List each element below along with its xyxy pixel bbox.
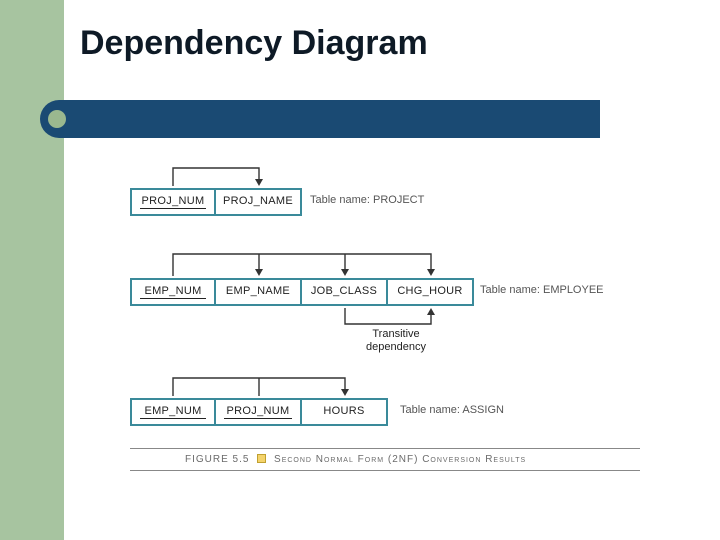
- table-assign: EMP_NUM PROJ_NUM HOURS: [130, 398, 388, 426]
- cell-chg-hour: CHG_HOUR: [388, 278, 474, 306]
- table-label-assign: Table name: ASSIGN: [400, 404, 504, 416]
- table-employee: EMP_NUM EMP_NAME JOB_CLASS CHG_HOUR: [130, 278, 474, 306]
- cell-label: EMP_NUM: [144, 285, 201, 297]
- transitive-dependency-label: Transitive dependency: [356, 328, 436, 354]
- title-underline-bar: [40, 100, 600, 138]
- cell-emp-name: EMP_NAME: [216, 278, 302, 306]
- cell-label: JOB_CLASS: [311, 285, 377, 297]
- table-label-project: Table name: PROJECT: [310, 194, 424, 206]
- cell-assign-emp-num: EMP_NUM: [130, 398, 216, 426]
- cell-proj-num: PROJ_NUM: [130, 188, 216, 216]
- cell-label: CHG_HOUR: [397, 285, 462, 297]
- page-title: Dependency Diagram: [80, 24, 428, 63]
- figure-caption: FIGURE 5.5 Second Normal Form (2NF) Conv…: [185, 454, 526, 465]
- cell-label: PROJ_NUM: [227, 405, 290, 417]
- pk-underline-icon: [140, 298, 206, 299]
- cell-assign-hours: HOURS: [302, 398, 388, 426]
- figure-text: Second Normal Form (2NF) Conversion Resu…: [274, 454, 526, 465]
- table-project: PROJ_NUM PROJ_NAME: [130, 188, 302, 216]
- cell-label: PROJ_NUM: [142, 195, 205, 207]
- pk-underline-icon: [140, 208, 206, 209]
- cell-label: EMP_NAME: [226, 285, 290, 297]
- bullet-dot: [48, 110, 66, 128]
- figure-rule-top: [130, 448, 640, 449]
- cell-job-class: JOB_CLASS: [302, 278, 388, 306]
- figure-rule-bottom: [130, 470, 640, 471]
- table-label-employee: Table name: EMPLOYEE: [480, 284, 604, 296]
- figure-square-icon: [257, 454, 266, 463]
- pk-underline-icon: [224, 418, 292, 419]
- cell-label: PROJ_NAME: [223, 195, 293, 207]
- cell-label: HOURS: [323, 405, 364, 417]
- left-accent-bar: [0, 0, 64, 540]
- pk-underline-icon: [140, 418, 206, 419]
- cell-assign-proj-num: PROJ_NUM: [216, 398, 302, 426]
- figure-label: FIGURE 5.5: [185, 454, 249, 465]
- cell-proj-name: PROJ_NAME: [216, 188, 302, 216]
- cell-label: EMP_NUM: [144, 405, 201, 417]
- cell-emp-num: EMP_NUM: [130, 278, 216, 306]
